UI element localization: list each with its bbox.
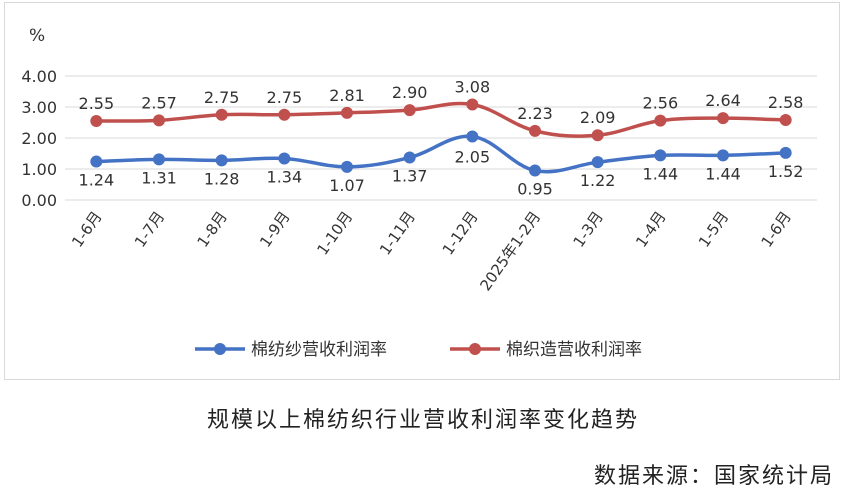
x-tick-label: 1-9月 bbox=[256, 208, 293, 251]
x-tick-label: 1-3月 bbox=[570, 208, 607, 251]
data-point bbox=[341, 160, 353, 173]
data-label: 3.08 bbox=[455, 78, 491, 97]
data-point bbox=[779, 146, 792, 159]
series-line bbox=[94, 101, 788, 138]
data-label: 1.28 bbox=[204, 169, 240, 188]
data-point bbox=[90, 155, 103, 168]
x-tick-label: 1-7月 bbox=[131, 208, 168, 251]
data-point bbox=[215, 108, 228, 121]
data-point bbox=[717, 112, 729, 125]
y-unit-label: % bbox=[29, 26, 45, 46]
x-tick-label: 1-6月 bbox=[68, 208, 105, 251]
data-label: 2.75 bbox=[267, 88, 303, 107]
data-label: 2.58 bbox=[768, 93, 804, 112]
data-point bbox=[403, 104, 416, 117]
data-label: 1.24 bbox=[79, 171, 115, 190]
data-label: 2.09 bbox=[580, 108, 616, 127]
data-label: 2.75 bbox=[204, 88, 240, 107]
data-label: 1.07 bbox=[329, 176, 365, 195]
data-label: 1.37 bbox=[392, 167, 428, 186]
data-label: 2.23 bbox=[517, 104, 553, 123]
legend-marker bbox=[214, 343, 226, 355]
data-label: 1.22 bbox=[580, 171, 616, 190]
data-point bbox=[153, 153, 165, 166]
legend-label: 棉纺纱营收利润率 bbox=[251, 340, 387, 360]
data-label: 2.90 bbox=[392, 83, 428, 102]
x-tick-label: 1-5月 bbox=[695, 208, 732, 251]
data-label: 2.81 bbox=[329, 86, 365, 105]
data-point bbox=[341, 106, 353, 119]
data-point bbox=[466, 130, 479, 143]
y-tick-label: 4.00 bbox=[21, 67, 57, 86]
data-point bbox=[529, 124, 541, 137]
legend-label: 棉织造营收利润率 bbox=[506, 340, 642, 360]
data-label: 0.95 bbox=[517, 180, 553, 199]
y-tick-label: 0.00 bbox=[21, 191, 57, 210]
data-label: 2.56 bbox=[643, 94, 679, 113]
data-label: 2.57 bbox=[141, 93, 177, 112]
data-point bbox=[529, 164, 541, 177]
x-tick-label: 1-4月 bbox=[632, 208, 669, 251]
x-tick-label: 1-11月 bbox=[376, 208, 419, 259]
y-tick-label: 2.00 bbox=[21, 129, 57, 148]
data-point bbox=[466, 98, 479, 111]
data-point bbox=[278, 108, 291, 121]
data-point bbox=[654, 149, 667, 162]
x-tick-label: 2025年1-2月 bbox=[476, 208, 544, 294]
x-tick-label: 1-8月 bbox=[194, 208, 231, 251]
chart-frame: % 0.00 1.00 2.00 3.00 4.00 1-6月 1-7月 1-8月 1-9月 1-1… bbox=[4, 2, 840, 380]
data-label: 2.64 bbox=[705, 91, 741, 110]
data-point bbox=[153, 114, 165, 127]
data-label: 1.44 bbox=[705, 164, 741, 183]
data-label: 1.52 bbox=[768, 162, 804, 181]
data-point bbox=[403, 151, 416, 164]
data-point bbox=[215, 154, 228, 167]
data-point bbox=[591, 156, 604, 169]
data-label: 2.05 bbox=[455, 147, 491, 166]
y-tick-label: 3.00 bbox=[21, 98, 57, 117]
x-tick-label: 1-10月 bbox=[313, 208, 356, 259]
data-source: 数据来源：国家统计局 bbox=[593, 464, 834, 489]
data-point bbox=[90, 114, 103, 127]
x-tick-label: 1-12月 bbox=[439, 208, 482, 259]
legend-marker bbox=[469, 343, 481, 355]
line-chart: % 0.00 1.00 2.00 3.00 4.00 1-6月 1-7月 1-8月 1-9月 1-1… bbox=[21, 26, 817, 360]
data-point bbox=[779, 114, 792, 127]
data-point bbox=[654, 114, 667, 127]
y-tick-label: 1.00 bbox=[21, 160, 57, 179]
data-label: 1.44 bbox=[643, 164, 679, 183]
data-label: 1.34 bbox=[267, 167, 303, 186]
data-point bbox=[591, 129, 604, 142]
data-label: 1.31 bbox=[141, 168, 177, 187]
data-point bbox=[717, 149, 729, 162]
data-point bbox=[278, 152, 291, 165]
x-tick-label: 1-6月 bbox=[758, 208, 795, 251]
series-line bbox=[94, 134, 788, 174]
data-label: 2.55 bbox=[79, 94, 115, 113]
chart-caption: 规模以上棉纺织行业营收利润率变化趋势 bbox=[206, 408, 639, 433]
